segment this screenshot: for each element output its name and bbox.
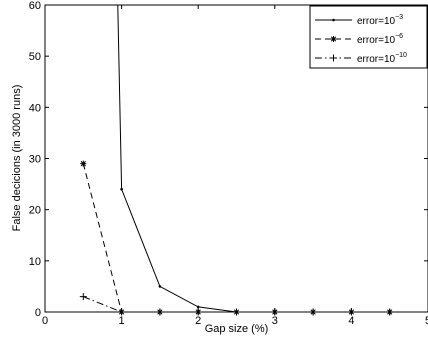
legend-exponent: −3 [395,14,403,21]
data-point [347,308,355,316]
data-point [386,308,394,316]
legend-label: error=10−6 [357,33,403,46]
legend-exponent: −10 [395,52,407,59]
x-tick-label: 5 [425,315,428,327]
axis-ticks: 0123450102030405060 [29,0,428,327]
data-point [158,285,162,288]
data-point [233,308,240,316]
legend-marker [330,36,337,42]
y-tick-label: 0 [35,307,41,319]
series-layer [79,4,394,316]
data-point [194,308,202,316]
y-tick-label: 10 [29,256,41,268]
legend: error=10−3 error=10−6 error=10−10 [309,5,428,69]
data-point [79,293,87,301]
legend-entry: error=10−10 [315,52,407,65]
legend-marker [332,18,335,22]
x-tick-label: 0 [42,315,48,327]
marker-dot [158,285,162,288]
data-point [120,187,123,191]
y-tick-label: 20 [29,205,41,217]
marker-dot [120,187,123,191]
y-tick-label: 50 [29,51,41,63]
series-2 [80,160,393,315]
data-point [271,308,279,316]
x-tick-label: 3 [272,315,278,327]
marker-dot [196,305,200,309]
data-point [196,305,200,309]
y-tick-label: 60 [29,0,41,12]
y-axis-label: False decicions (in 3000 runs) [11,85,23,232]
data-point [80,160,87,167]
legend-label: error=10−3 [357,14,403,27]
x-tick-label: 1 [119,315,125,327]
data-point [156,308,164,316]
marker-dot [332,18,335,22]
marker-stroke [80,161,86,167]
y-tick-label: 40 [29,102,41,114]
legend-label: error=10−10 [357,52,407,65]
y-tick-label: 30 [29,154,41,166]
legend-exponent: −6 [395,33,403,40]
x-axis-label: Gap size (%) [205,323,269,335]
x-tick-label: 4 [348,315,354,327]
data-point [118,308,126,316]
legend-marker [330,54,337,62]
series-line [82,163,390,313]
legend-entry: error=10−3 [315,14,403,27]
series-3 [79,293,394,316]
legend-entry: error=10−6 [315,33,403,46]
data-point [309,308,317,316]
x-tick-label: 2 [195,315,201,327]
marker-stroke [330,36,337,42]
